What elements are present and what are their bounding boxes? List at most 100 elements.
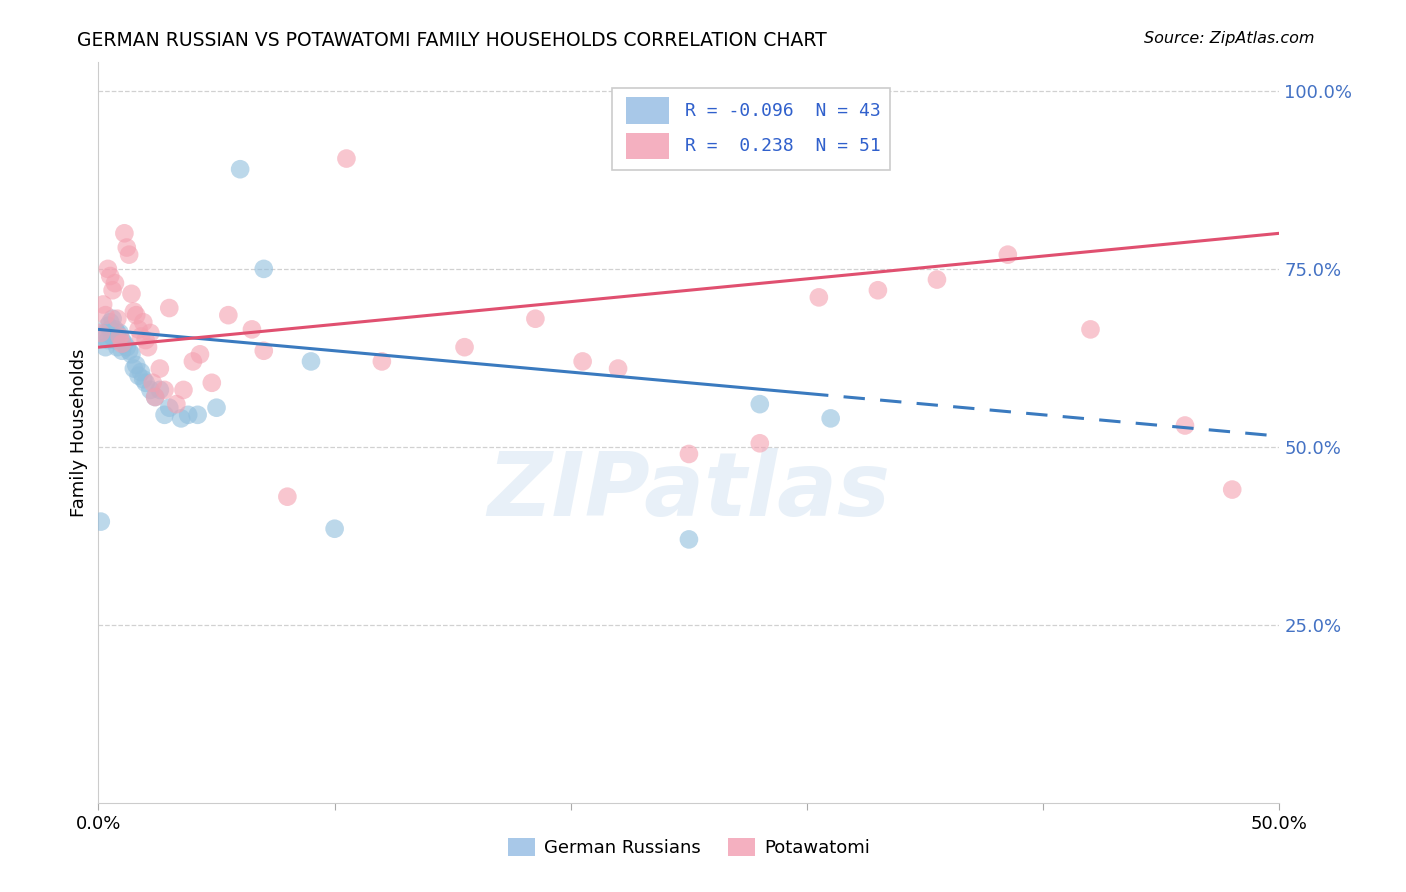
Point [866, 283, 889, 297]
Point [524, 311, 547, 326]
Point [143, 390, 166, 404]
Point [170, 411, 193, 425]
Point [105, 326, 128, 340]
Point [122, 304, 145, 318]
Point [181, 354, 204, 368]
Point [188, 347, 211, 361]
Point [97, 333, 120, 347]
Point [115, 240, 138, 255]
Point [91, 329, 114, 343]
Point [136, 340, 159, 354]
Point [135, 376, 157, 390]
Text: R =  0.238  N = 51: R = 0.238 N = 51 [685, 137, 882, 155]
Point [371, 354, 394, 368]
Point [143, 390, 166, 404]
Point [97, 318, 120, 333]
Point [217, 308, 239, 322]
Point [115, 340, 138, 354]
Point [122, 361, 145, 376]
Point [129, 365, 152, 379]
Point [98, 268, 121, 283]
Point [128, 368, 150, 383]
Point [807, 290, 830, 304]
Point [129, 329, 152, 343]
Bar [626, 97, 669, 124]
Point [121, 286, 143, 301]
Point [157, 301, 180, 315]
Point [276, 490, 298, 504]
Point [90, 326, 112, 340]
Text: GERMAN RUSSIAN VS POTAWATOMI FAMILY HOUSEHOLDS CORRELATION CHART: GERMAN RUSSIAN VS POTAWATOMI FAMILY HOUS… [77, 31, 827, 50]
Point [135, 333, 157, 347]
Point [323, 522, 346, 536]
Point [132, 315, 155, 329]
Point [118, 343, 141, 358]
Legend: German Russians, Potawatomi: German Russians, Potawatomi [501, 830, 877, 864]
Text: ZIPatlas: ZIPatlas [488, 449, 890, 535]
Point [97, 261, 120, 276]
Point [820, 411, 842, 425]
Point [94, 340, 117, 354]
Point [997, 247, 1019, 261]
Point [125, 308, 148, 322]
Point [108, 326, 131, 340]
Point [101, 283, 124, 297]
Point [112, 227, 135, 241]
Point [94, 308, 117, 322]
Point [101, 329, 124, 343]
Point [571, 354, 593, 368]
Point [153, 383, 176, 397]
Point [94, 326, 117, 340]
Point [98, 322, 121, 336]
Point [121, 347, 143, 361]
Point [453, 340, 475, 354]
Point [111, 343, 134, 358]
Point [607, 361, 630, 376]
Point [149, 361, 172, 376]
Point [748, 397, 770, 411]
Text: Source: ZipAtlas.com: Source: ZipAtlas.com [1144, 31, 1315, 46]
Point [205, 401, 228, 415]
Point [125, 358, 148, 372]
Point [91, 297, 114, 311]
Point [335, 152, 357, 166]
Point [253, 343, 276, 358]
Point [1174, 418, 1197, 433]
Point [678, 533, 700, 547]
Point [153, 408, 176, 422]
Point [104, 322, 127, 336]
Point [132, 372, 155, 386]
Point [104, 333, 127, 347]
Point [111, 333, 134, 347]
Point [165, 397, 187, 411]
Point [111, 336, 134, 351]
Point [139, 326, 162, 340]
Point [98, 315, 121, 329]
Point [101, 311, 124, 326]
Point [139, 383, 162, 397]
Point [118, 247, 141, 261]
Point [172, 383, 194, 397]
Point [240, 322, 263, 336]
Point [108, 329, 131, 343]
Point [104, 276, 127, 290]
Point [105, 340, 128, 354]
Point [112, 336, 135, 351]
Point [201, 376, 224, 390]
Point [90, 515, 112, 529]
Point [149, 383, 172, 397]
Point [1220, 483, 1243, 497]
Point [187, 408, 209, 422]
Point [128, 322, 150, 336]
Point [253, 261, 276, 276]
Point [157, 401, 180, 415]
Point [678, 447, 700, 461]
FancyBboxPatch shape [612, 88, 890, 169]
Point [229, 162, 252, 177]
Point [748, 436, 770, 450]
Point [105, 311, 128, 326]
Point [177, 408, 200, 422]
Point [142, 376, 165, 390]
Y-axis label: Family Households: Family Households [70, 349, 89, 516]
Point [299, 354, 322, 368]
